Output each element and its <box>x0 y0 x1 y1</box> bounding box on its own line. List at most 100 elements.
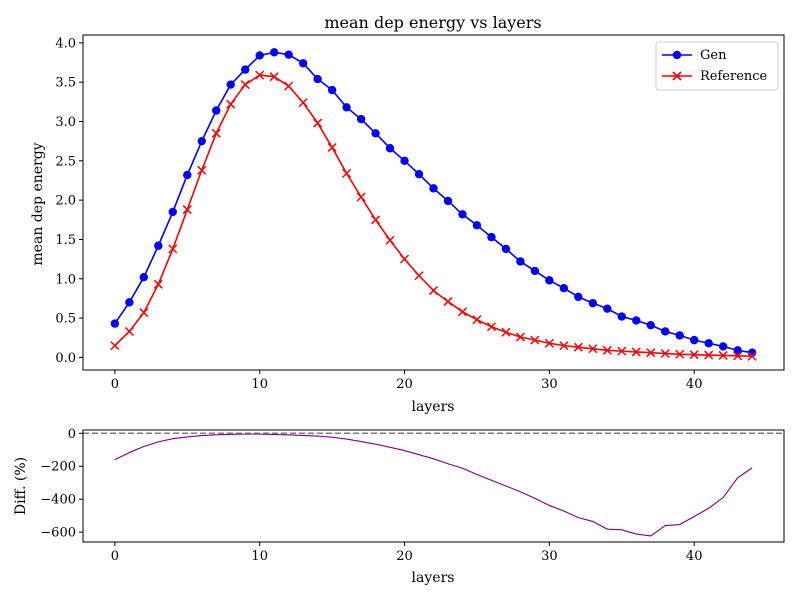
gen-series-point <box>255 51 264 60</box>
reference-series-point <box>371 215 381 225</box>
gen-series-point <box>154 241 163 250</box>
bottom-y-axis-label: Diff. (%) <box>13 457 29 515</box>
reference-series-point <box>544 338 554 348</box>
gen-series-point <box>212 106 221 115</box>
reference-series-point <box>588 344 598 354</box>
reference-series-point <box>226 99 236 109</box>
reference-series-point <box>530 335 540 345</box>
legend-reference-marker <box>672 71 682 81</box>
gen-series-point <box>298 59 308 68</box>
reference-series-point <box>385 235 395 245</box>
gen-series-point <box>313 74 322 84</box>
top-chart: mean dep energy vs layers layers mean de… <box>30 13 785 415</box>
reference-series-point <box>153 279 163 289</box>
reference-series-point <box>139 308 149 318</box>
bottom-y-tick-label: −600 <box>40 526 76 541</box>
top-x-tick-label: 30 <box>541 377 558 392</box>
reference-series-point <box>269 72 279 82</box>
reference-series-point <box>182 205 192 215</box>
bottom-y-tick-label: 0 <box>68 427 76 442</box>
gen-series-point <box>632 316 641 325</box>
gen-series-point <box>414 169 424 179</box>
reference-series-point <box>646 348 656 358</box>
reference-series-point <box>472 315 482 325</box>
reference-series-point <box>704 350 714 360</box>
reference-series-point <box>255 70 265 80</box>
reference-series-point <box>298 98 308 108</box>
reference-series-point <box>515 332 525 342</box>
reference-series-point <box>675 349 685 359</box>
gen-series-point <box>588 298 598 308</box>
gen-series-point <box>675 331 684 340</box>
reference-series-point <box>718 350 728 360</box>
gen-series-point <box>704 339 713 348</box>
reference-series-point <box>602 345 612 355</box>
gen-series-point <box>574 292 583 302</box>
legend-reference-label: Reference <box>700 69 768 84</box>
gen-series-point <box>733 346 742 355</box>
top-y-tick-label: 3.0 <box>55 115 76 130</box>
reference-series-point <box>617 346 627 356</box>
top-plot-area: 0 10 20 30 40 0.0 0.5 1.0 1.5 2.0 2.5 3.0 3.5 4.0 <box>55 36 757 392</box>
gen-series-point <box>646 320 655 330</box>
bottom-x-tick-label: 10 <box>251 549 268 564</box>
top-x-tick-label: 20 <box>396 377 413 392</box>
reference-series-point <box>240 80 250 90</box>
legend-gen-label: Gen <box>700 48 727 63</box>
top-y-tick-label: 0.5 <box>55 312 76 327</box>
top-chart-title: mean dep energy vs layers <box>324 13 541 32</box>
top-y-tick-label: 2.5 <box>55 154 76 169</box>
gen-series-point <box>327 85 337 95</box>
gen-series-point <box>603 304 612 313</box>
reference-series-point <box>486 322 496 332</box>
gen-series-point <box>400 156 409 166</box>
gen-series-point <box>125 298 134 307</box>
gen-series-point <box>269 48 279 57</box>
reference-series-point <box>168 244 178 254</box>
reference-series-point <box>733 351 743 361</box>
top-y-axis-label: mean dep energy <box>30 142 46 265</box>
top-y-tick-label: 0.0 <box>55 351 76 366</box>
top-y-tick-label: 1.0 <box>55 272 76 287</box>
reference-series-point <box>443 297 453 307</box>
reference-series-point <box>428 286 439 296</box>
bottom-x-tick-label: 0 <box>111 549 119 564</box>
gen-series-point <box>226 80 235 89</box>
reference-series-point <box>110 341 120 351</box>
reference-series-point <box>313 118 323 128</box>
top-y-tick-label: 2.0 <box>55 194 76 209</box>
reference-series-point <box>573 342 583 352</box>
gen-series-point <box>458 210 467 219</box>
top-x-tick-label: 10 <box>251 377 268 392</box>
bottom-plot-area: 0 10 20 30 40 0 −200 −400 −600 <box>40 427 784 564</box>
reference-series-point <box>211 128 221 138</box>
reference-series-point <box>124 326 134 336</box>
gen-series-point <box>284 50 293 59</box>
top-y-tick-label: 3.5 <box>55 76 76 91</box>
top-x-tick-label: 0 <box>111 377 119 392</box>
gen-series-point <box>443 196 453 206</box>
reference-series-point <box>284 81 294 91</box>
reference-series-point <box>747 351 757 361</box>
gen-series-point <box>356 114 366 124</box>
top-x-tick-label: 40 <box>686 377 703 392</box>
gen-series-point <box>661 327 670 336</box>
reference-series-point <box>414 271 424 281</box>
top-y-tick-label: 1.5 <box>55 233 76 248</box>
gen-series-point <box>617 312 626 321</box>
gen-series-point <box>429 184 438 193</box>
top-axes-frame <box>82 34 785 371</box>
reference-series-point <box>559 341 569 351</box>
bottom-x-axis-label: layers <box>412 570 455 586</box>
bottom-x-tick-label: 20 <box>396 549 413 564</box>
gen-series-point <box>241 65 250 74</box>
top-y-tick-label: 4.0 <box>55 36 76 51</box>
gen-series-point <box>559 284 569 293</box>
reference-series-point <box>457 307 467 317</box>
bottom-y-tick-label: −400 <box>40 493 76 508</box>
reference-series-point <box>327 142 337 152</box>
reference-series-point <box>400 254 410 264</box>
reference-series-point <box>197 165 207 175</box>
